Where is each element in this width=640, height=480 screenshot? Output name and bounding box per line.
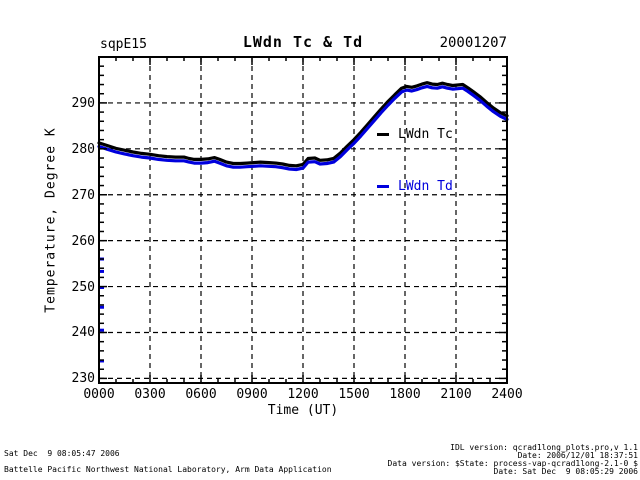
x-tick-label: 2100 xyxy=(440,387,472,402)
y-tick-label: 260 xyxy=(71,233,95,249)
outlier-mark xyxy=(99,359,104,363)
x-tick-label: 0000 xyxy=(83,387,115,402)
y-tick-label: 280 xyxy=(71,141,95,157)
outlier-mark xyxy=(99,269,104,273)
legend-item-tc: LWdn Tc xyxy=(377,126,453,142)
x-tick-label: 0600 xyxy=(185,387,217,402)
legend-label-tc: LWdn Tc xyxy=(398,126,453,142)
legend-label-td: LWdn Td xyxy=(398,178,453,194)
plot-title: LWdn Tc & Td xyxy=(242,33,364,51)
x-axis-title: Time (UT) xyxy=(267,403,339,418)
outlier-mark xyxy=(99,285,104,289)
y-tick-label: 230 xyxy=(71,371,95,387)
y-tick-label: 250 xyxy=(71,279,95,295)
footer-idl-version: IDL version: qcrad1long_plots.pro,v 1.1 xyxy=(450,443,638,452)
x-tick-label: 0300 xyxy=(134,387,166,402)
site-label: sqpE15 xyxy=(100,37,147,52)
curve-tc xyxy=(97,81,509,168)
date-label: 20001207 xyxy=(439,35,507,51)
y-tick-label: 240 xyxy=(71,325,95,341)
legend-item-td: LWdn Td xyxy=(377,178,453,194)
legend: LWdn Tc LWdn Td xyxy=(377,89,453,212)
curve-td xyxy=(97,84,509,172)
x-tick-label: 1500 xyxy=(338,387,370,402)
footer-data-version: Data version: $State: process-vap-qcrad1… xyxy=(387,459,638,468)
x-tick-label: 1200 xyxy=(287,387,319,402)
outlier-mark xyxy=(99,328,104,332)
footer-organization: Battelle Pacific Northwest National Labo… xyxy=(4,465,332,474)
footer-idl-date: Date: 2006/12/01 18:37:51 xyxy=(517,451,638,460)
footer-timestamp: Sat Dec 9 08:05:47 2006 xyxy=(4,449,120,458)
td-line-sample-icon xyxy=(377,184,389,188)
x-tick-label: 1800 xyxy=(389,387,421,402)
y-tick-label: 290 xyxy=(71,95,95,111)
footer-process-date: Date: Sat Dec 9 08:05:29 2006 xyxy=(493,467,639,476)
x-tick-label: 0900 xyxy=(236,387,268,402)
y-tick-label: 270 xyxy=(71,187,95,203)
tc-line-sample-icon xyxy=(377,132,389,136)
x-tick-label: 2400 xyxy=(491,387,523,402)
outlier-mark xyxy=(99,305,104,309)
